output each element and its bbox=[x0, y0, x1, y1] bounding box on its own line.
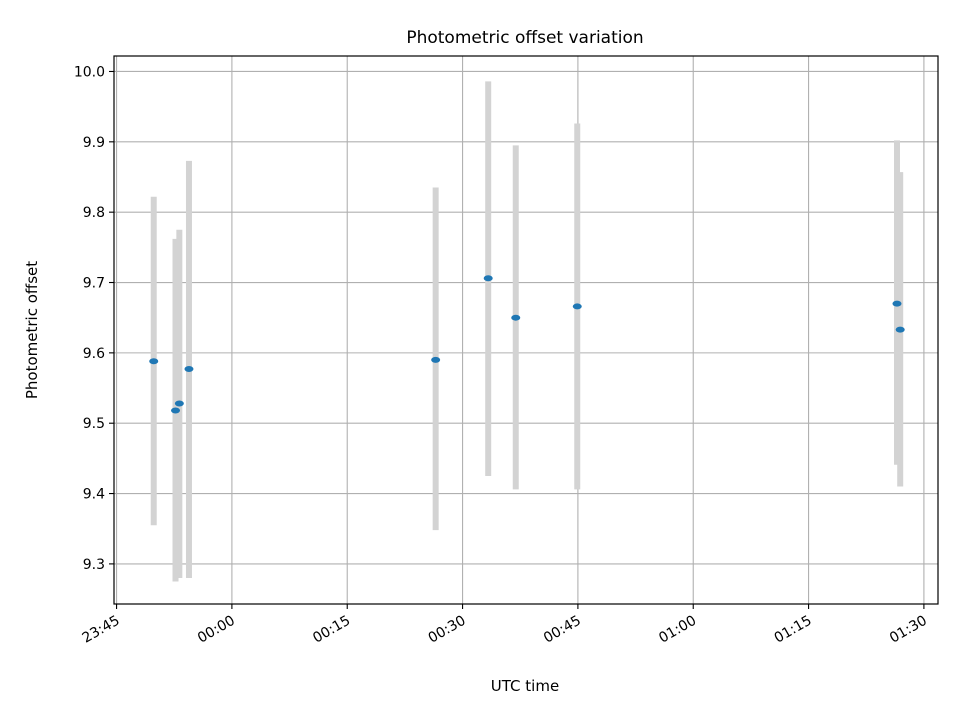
data-point bbox=[184, 366, 194, 373]
chart-title: Photometric offset variation bbox=[406, 28, 643, 48]
y-tick-label: 10.0 bbox=[74, 64, 105, 80]
y-axis-label: Photometric offset bbox=[23, 261, 41, 399]
data-points bbox=[149, 275, 905, 414]
plot-frame bbox=[113, 55, 939, 605]
y-tick-label: 9.7 bbox=[83, 276, 105, 292]
data-point bbox=[572, 303, 582, 310]
data-point bbox=[483, 275, 493, 282]
y-axis-ticks: 9.3 9.4 9.5 9.6 9.7 9.8 9.9 10.0 bbox=[74, 64, 114, 573]
data-point bbox=[895, 326, 905, 333]
y-tick-label: 9.8 bbox=[83, 205, 105, 221]
y-tick-label: 9.6 bbox=[83, 346, 105, 362]
x-axis-label: UTC time bbox=[491, 677, 559, 695]
y-tick-label: 9.9 bbox=[83, 135, 105, 151]
y-tick-label: 9.4 bbox=[83, 487, 105, 503]
data-point bbox=[174, 400, 184, 407]
y-tick-label: 9.5 bbox=[83, 416, 105, 432]
data-point bbox=[149, 358, 159, 365]
y-tick-label: 9.3 bbox=[83, 557, 105, 573]
data-point bbox=[431, 356, 441, 363]
data-point bbox=[171, 407, 181, 414]
data-point bbox=[511, 314, 521, 321]
data-point bbox=[892, 300, 902, 307]
